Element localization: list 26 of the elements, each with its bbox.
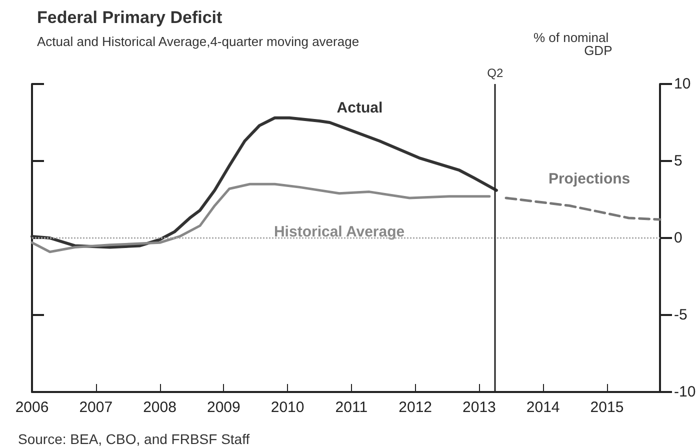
line-series — [30, 116, 498, 249]
y-tick-label: 10 — [674, 76, 691, 92]
line-series — [504, 196, 662, 221]
source-note: Source: BEA, CBO, and FRBSF Staff — [18, 431, 250, 447]
x-tick-label: 2010 — [270, 399, 304, 416]
series-label: Actual — [336, 100, 383, 116]
x-tick-label: 2006 — [15, 399, 49, 416]
x-tick-label: 2008 — [143, 399, 176, 416]
y-tick-label: 0 — [674, 230, 682, 246]
x-tick-label: 2007 — [79, 399, 113, 416]
line-series — [30, 182, 491, 254]
x-tick-label: 2015 — [590, 399, 624, 416]
x-tick-label: 2009 — [206, 399, 240, 416]
series-label: Historical Average — [274, 223, 405, 240]
chart-subtitle: Actual and Historical Average,4-quarter moving average — [37, 34, 360, 49]
chart-title: Federal Primary Deficit — [37, 8, 223, 27]
x-tick-label: 2014 — [526, 399, 560, 416]
x-tick-label: 2012 — [398, 399, 432, 416]
y-axis-title: % of nominal GDP — [533, 30, 612, 58]
y-tick-label: 5 — [674, 152, 682, 170]
x-tick-label: 2011 — [335, 399, 368, 416]
y-tick-label: -10 — [674, 384, 696, 400]
x-tick-label: 2013 — [462, 399, 496, 416]
y-tick-label: -5 — [674, 306, 688, 324]
series-label: Projections — [548, 170, 630, 188]
ref-line-label: Q2 — [487, 66, 504, 80]
